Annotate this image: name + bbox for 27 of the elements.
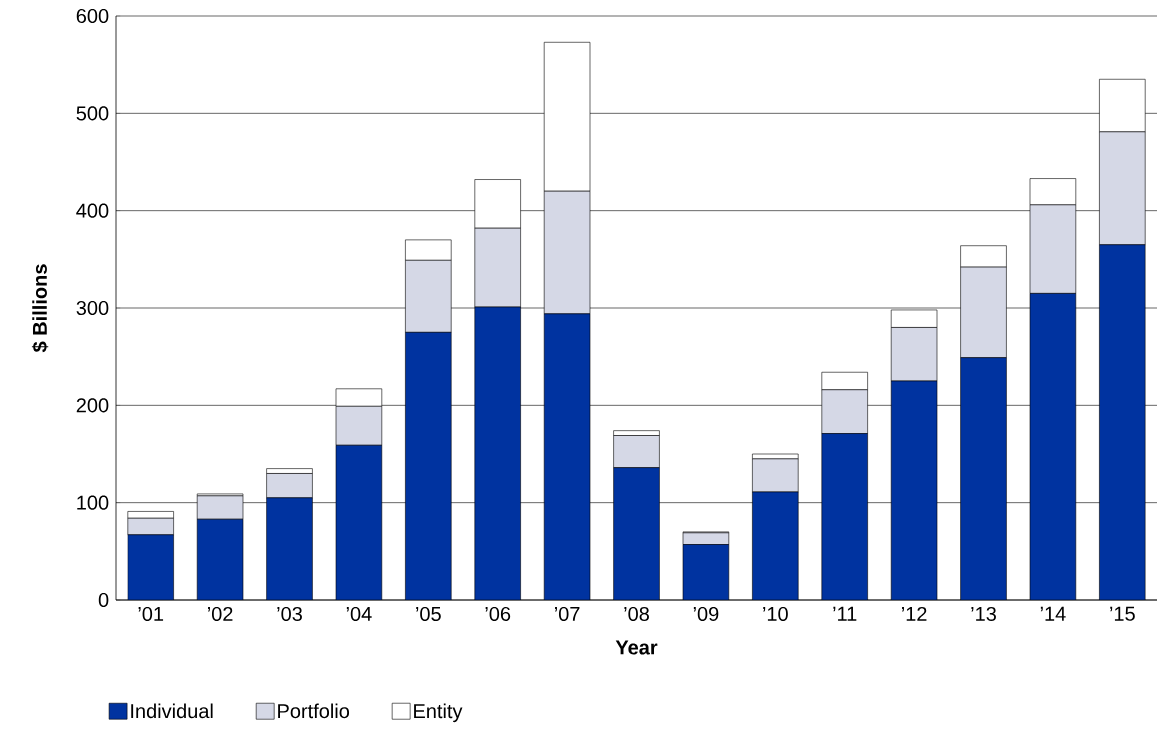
legend-label: Entity	[414, 703, 463, 723]
y-axis-title: $ Billions	[31, 264, 49, 353]
x-tick-label: ’03	[277, 606, 302, 622]
y-tick-label: 400	[76, 203, 109, 218]
x-tick-label: ’15	[1110, 606, 1135, 621]
x-tick-label: ’08	[624, 606, 649, 622]
x-tick-label: ’09	[693, 606, 719, 622]
x-tick-label: ’05	[416, 606, 441, 622]
y-tick-label: 500	[76, 106, 109, 121]
x-tick-label: ’02	[208, 606, 233, 622]
x-tick-label: ’06	[485, 606, 511, 622]
y-tick-label: 300	[76, 300, 109, 316]
legend-label: Portfolio	[278, 703, 350, 719]
x-tick-label: ’11	[833, 606, 857, 621]
x-tick-label: ’01	[138, 606, 164, 622]
y-tick-label: 0	[98, 592, 109, 608]
x-tick-label: ’04	[346, 606, 372, 622]
x-axis-title: Year	[615, 640, 658, 655]
x-tick-label: ’12	[902, 606, 927, 621]
x-tick-label: ’14	[1040, 606, 1066, 621]
y-tick-label: 200	[76, 398, 109, 413]
x-tick-label: ’07	[555, 606, 580, 622]
legend-label: Individual	[131, 703, 213, 719]
y-tick-label: 100	[77, 495, 109, 510]
y-tick-label: 600	[76, 8, 109, 24]
x-tick-label: ’13	[971, 606, 996, 622]
x-tick-label: ’10	[763, 606, 788, 622]
